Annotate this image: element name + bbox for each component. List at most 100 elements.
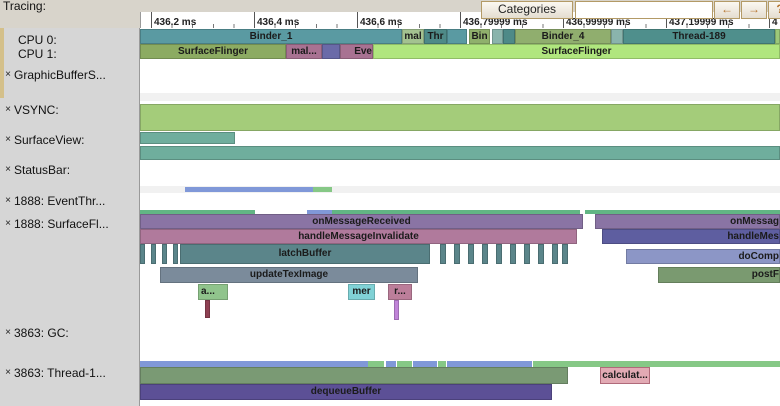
forward-arrow-icon[interactable]: → <box>741 1 767 19</box>
trace-slice[interactable] <box>496 244 502 264</box>
sidebar-item-graphic-buffer[interactable]: × GraphicBufferS... <box>0 68 138 82</box>
trace-slice[interactable] <box>322 44 340 59</box>
trace-slice[interactable] <box>140 367 568 384</box>
sidebar-item-statusbar[interactable]: × StatusBar: <box>0 163 138 177</box>
trace-slice[interactable] <box>140 132 235 144</box>
trace-slice[interactable] <box>775 29 780 44</box>
trace-slice-dequeuebuffer[interactable]: dequeueBuffer <box>140 384 552 400</box>
sidebar-item-3863-thread-1[interactable]: × 3863: Thread-1... <box>0 366 138 380</box>
trace-slice[interactable] <box>447 29 467 44</box>
trace-slice[interactable] <box>162 244 167 264</box>
sidebar-item-3863-gc[interactable]: × 3863: GC: <box>0 326 138 340</box>
track-label: 1888: EventThr... <box>14 194 106 208</box>
sidebar-item-cpu-0[interactable]: CPU 0: <box>0 33 138 47</box>
track-label: CPU 0: <box>18 33 57 47</box>
trace-slice[interactable] <box>140 244 145 264</box>
trace-slice[interactable] <box>397 361 412 367</box>
trace-slice-latchbuffer[interactable]: latchBuffer <box>180 244 430 264</box>
back-arrow-icon[interactable]: ← <box>714 1 740 19</box>
trace-slice[interactable] <box>185 187 313 192</box>
trace-slice[interactable] <box>205 300 210 318</box>
trace-slice[interactable] <box>585 210 780 214</box>
trace-slice[interactable] <box>447 361 532 367</box>
minor-ticks <box>151 24 780 28</box>
trace-slice-binder_1[interactable]: Binder_1 <box>140 29 402 44</box>
track-label: 3863: Thread-1... <box>14 366 106 380</box>
trace-slice-handlemes[interactable]: handleMes <box>602 229 780 244</box>
close-track-icon[interactable]: × <box>5 218 11 229</box>
window-title: Tracing: <box>3 0 46 13</box>
trace-slice-onmessag[interactable]: onMessag <box>595 214 780 229</box>
trace-slice[interactable] <box>140 104 780 131</box>
track-label: SurfaceView: <box>14 133 85 147</box>
track-label: 3863: GC: <box>14 326 69 340</box>
trace-slice[interactable] <box>482 244 488 264</box>
trace-slice-surfaceflinger[interactable]: SurfaceFlinger <box>140 44 286 59</box>
trace-slice-docomp[interactable]: doComp <box>626 249 780 264</box>
trace-slice-eve[interactable]: Eve <box>340 44 373 59</box>
sidebar-item-1888-surfaceflinger[interactable]: × 1888: SurfaceFl... <box>0 217 138 231</box>
trace-slice[interactable] <box>552 244 558 264</box>
trace-slice-postf[interactable]: postF <box>658 267 780 283</box>
trace-slice[interactable] <box>140 186 780 193</box>
sidebar-item-cpu-1[interactable]: CPU 1: <box>0 47 138 61</box>
trace-slice-mal[interactable]: mal... <box>286 44 322 59</box>
trace-slice[interactable] <box>503 29 515 44</box>
trace-slice-mal[interactable]: mal <box>402 29 424 44</box>
trace-slice[interactable] <box>394 300 399 320</box>
trace-slice-mer[interactable]: mer <box>348 284 375 300</box>
trace-slice[interactable] <box>438 361 446 367</box>
trace-slice-a[interactable]: a... <box>198 284 228 300</box>
trace-slice[interactable] <box>140 146 780 160</box>
trace-slice-updateteximage[interactable]: updateTexImage <box>160 267 418 283</box>
trace-slice-calculat[interactable]: calculat... <box>600 367 650 384</box>
trace-slice-surfaceflinger[interactable]: SurfaceFlinger <box>373 44 780 59</box>
close-track-icon[interactable]: × <box>5 164 11 175</box>
close-track-icon[interactable]: × <box>5 69 11 80</box>
trace-slice-r[interactable]: r... <box>388 284 412 300</box>
trace-slice[interactable] <box>440 244 446 264</box>
trace-slice[interactable] <box>492 29 503 44</box>
trace-slice[interactable] <box>468 244 474 264</box>
help-icon[interactable]: ? <box>768 1 780 19</box>
track-label: VSYNC: <box>14 103 59 117</box>
track-label: StatusBar: <box>14 163 71 177</box>
trace-slice[interactable] <box>173 244 178 264</box>
sidebar-item-surfaceview[interactable]: × SurfaceView: <box>0 133 138 147</box>
close-track-icon[interactable]: × <box>5 367 11 378</box>
trace-slice[interactable] <box>140 93 780 101</box>
trace-slice-handlemessageinvalidate[interactable]: handleMessageInvalidate <box>140 229 577 244</box>
trace-slice[interactable] <box>140 361 368 367</box>
trace-slice-onmessagereceived[interactable]: onMessageReceived <box>140 214 583 229</box>
trace-slice[interactable] <box>533 361 780 367</box>
categories-button[interactable]: Categories <box>481 1 573 19</box>
trace-slice[interactable] <box>307 210 332 214</box>
trace-slice[interactable] <box>313 187 332 192</box>
trace-slice[interactable] <box>538 244 544 264</box>
trace-slice[interactable] <box>524 244 530 264</box>
trace-slice-binder_4[interactable]: Binder_4 <box>515 29 611 44</box>
trace-slice-bin[interactable]: Bin <box>469 29 490 44</box>
close-track-icon[interactable]: × <box>5 327 11 338</box>
trace-slice[interactable] <box>611 29 623 44</box>
search-input[interactable] <box>575 1 713 19</box>
close-track-icon[interactable]: × <box>5 104 11 115</box>
trace-slice-thread-189[interactable]: Thread-189 <box>623 29 775 44</box>
trace-slice[interactable] <box>151 244 156 264</box>
sidebar-item-vsync[interactable]: × VSYNC: <box>0 103 138 117</box>
track-label: CPU 1: <box>18 47 57 61</box>
trace-slice-thr[interactable]: Thr <box>424 29 447 44</box>
trace-slice[interactable] <box>413 361 437 367</box>
trace-slice[interactable] <box>454 244 460 264</box>
trace-slice[interactable] <box>332 210 580 214</box>
top-bar: Tracing: 436.2 ms 436.4 ms 436.6 ms 436.799… <box>0 0 780 28</box>
sidebar-item-1888-eventthread[interactable]: × 1888: EventThr... <box>0 194 138 208</box>
trace-slice[interactable] <box>368 361 384 367</box>
timeline-canvas[interactable]: Binder_1 mal Thr Bin Binder_4 Thread-189 Surfa… <box>140 28 780 406</box>
close-track-icon[interactable]: × <box>5 134 11 145</box>
trace-slice[interactable] <box>386 361 396 367</box>
close-track-icon[interactable]: × <box>5 195 11 206</box>
trace-slice[interactable] <box>510 244 516 264</box>
trace-slice[interactable] <box>562 244 568 264</box>
trace-slice[interactable] <box>140 210 255 214</box>
